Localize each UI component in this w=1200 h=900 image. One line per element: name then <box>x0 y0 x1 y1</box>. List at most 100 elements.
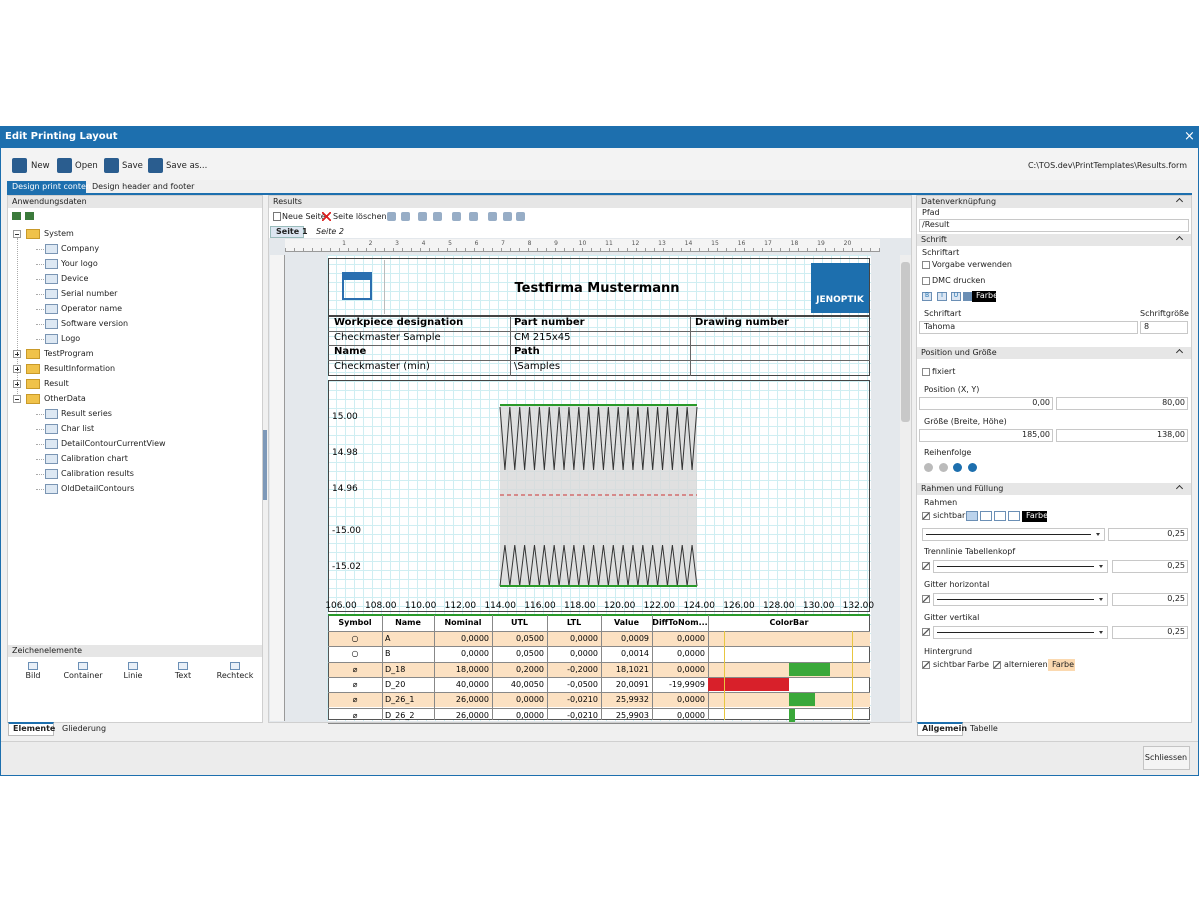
scrollbar-thumb[interactable] <box>901 262 910 422</box>
style-button[interactable] <box>937 292 947 301</box>
element-icon[interactable] <box>178 662 188 670</box>
input[interactable] <box>1112 593 1188 606</box>
element-icon[interactable] <box>128 662 138 670</box>
tree-node[interactable]: ResultInformation <box>44 364 116 373</box>
tree-node[interactable]: OtherData <box>44 394 86 403</box>
toolbar-button[interactable]: Neue Seite <box>282 212 326 221</box>
toolbar-icon[interactable] <box>503 212 512 221</box>
checkbox[interactable] <box>922 261 930 269</box>
checkbox[interactable] <box>922 277 930 285</box>
toolbar-icon[interactable] <box>418 212 427 221</box>
tab[interactable]: Design print content <box>12 182 95 191</box>
input[interactable] <box>1056 397 1188 410</box>
order-button[interactable] <box>939 463 948 472</box>
border-style[interactable] <box>1008 511 1020 521</box>
tree-node[interactable]: Logo <box>61 334 81 343</box>
input[interactable] <box>1112 626 1188 639</box>
tree-node[interactable]: Your logo <box>61 259 98 268</box>
toolbar-button[interactable]: New <box>31 161 50 171</box>
style-button[interactable] <box>922 292 932 301</box>
color-button[interactable] <box>1048 659 1075 671</box>
tree-node[interactable]: Software version <box>61 319 129 328</box>
button-label[interactable]: Schliessen <box>1144 753 1188 762</box>
tree-node[interactable]: TestProgram <box>44 349 94 358</box>
tab-selected[interactable] <box>917 722 963 736</box>
dropdown[interactable] <box>919 321 1138 334</box>
element-icon[interactable] <box>230 662 240 670</box>
tree-node[interactable]: Calibration chart <box>61 454 128 463</box>
tree-node[interactable]: Serial number <box>61 289 118 298</box>
section-header[interactable] <box>917 196 1191 208</box>
tree-node[interactable]: System <box>44 229 74 238</box>
page-tab-selected[interactable] <box>270 226 304 238</box>
toolbar-icon[interactable] <box>148 158 163 173</box>
input[interactable] <box>919 397 1053 410</box>
order-button[interactable] <box>924 463 933 472</box>
tree-node[interactable]: Result <box>44 379 69 388</box>
color-button[interactable] <box>972 291 996 302</box>
section-header[interactable] <box>917 483 1191 495</box>
toolbar-icon[interactable] <box>516 212 525 221</box>
input[interactable] <box>1112 560 1188 573</box>
toolbar-icon[interactable] <box>57 158 72 173</box>
toolbar-button[interactable]: Seite löschen <box>333 212 387 221</box>
element-item[interactable]: Bild <box>25 671 41 680</box>
element-item[interactable]: Text <box>174 671 192 680</box>
style-button[interactable] <box>951 292 961 301</box>
checkbox[interactable] <box>922 595 930 603</box>
input[interactable] <box>1056 429 1188 442</box>
tree-node[interactable]: Device <box>61 274 89 283</box>
scrollbar[interactable] <box>900 255 911 721</box>
tab[interactable]: Allgemein <box>922 724 968 733</box>
toolbar-button[interactable]: Save <box>122 161 143 171</box>
page-tab[interactable]: Seite 2 <box>316 227 344 236</box>
toolbar-icon[interactable] <box>469 212 478 221</box>
page-tab[interactable]: Seite 1 <box>276 227 308 236</box>
checkbox[interactable] <box>922 562 930 570</box>
border-style[interactable] <box>980 511 992 521</box>
element-item[interactable]: Container <box>63 671 103 680</box>
tab[interactable]: Design header and footer <box>92 182 195 191</box>
toolbar-icon[interactable] <box>433 212 442 221</box>
checkbox[interactable] <box>922 628 930 636</box>
tab-selected[interactable] <box>8 722 54 736</box>
element-item[interactable]: Linie <box>123 671 143 680</box>
element-item[interactable]: Rechteck <box>216 671 254 680</box>
close-button[interactable] <box>1143 746 1190 770</box>
color-button[interactable] <box>1022 511 1047 522</box>
toolbar-icon[interactable] <box>104 158 119 173</box>
order-button[interactable] <box>953 463 962 472</box>
tree-tool[interactable] <box>12 212 21 220</box>
tree-node[interactable]: Char list <box>61 424 95 433</box>
toolbar-icon[interactable] <box>273 212 281 221</box>
input[interactable] <box>919 429 1053 442</box>
tab[interactable]: Elemente <box>13 724 56 733</box>
tree-node[interactable]: Result series <box>61 409 112 418</box>
toolbar-button[interactable]: Open <box>75 161 98 171</box>
toolbar-icon[interactable] <box>488 212 497 221</box>
element-icon[interactable] <box>28 662 38 670</box>
tree-node[interactable]: Operator name <box>61 304 123 313</box>
tab-selected[interactable] <box>7 181 86 193</box>
border-style[interactable] <box>994 511 1006 521</box>
dropdown[interactable] <box>1140 321 1188 334</box>
toolbar-icon[interactable] <box>401 212 410 221</box>
tree-tool[interactable] <box>25 212 34 220</box>
order-button[interactable] <box>968 463 977 472</box>
checkbox[interactable] <box>922 512 930 520</box>
toolbar-icon[interactable] <box>452 212 461 221</box>
section-header[interactable] <box>917 234 1191 246</box>
toolbar-icon[interactable] <box>387 212 396 221</box>
tab[interactable]: Gliederung <box>62 724 107 733</box>
tree-node[interactable]: OldDetailContours <box>61 484 135 493</box>
toolbar-icon[interactable] <box>322 212 331 221</box>
checkbox[interactable] <box>993 661 1001 669</box>
checkbox[interactable] <box>922 661 930 669</box>
border-style[interactable] <box>966 511 978 521</box>
tree-node[interactable]: Company <box>61 244 100 253</box>
tree-node[interactable]: Calibration results <box>61 469 134 478</box>
tree-node[interactable]: DetailContourCurrentView <box>61 439 166 448</box>
tab[interactable]: Tabelle <box>970 724 998 733</box>
section-header[interactable] <box>917 347 1191 359</box>
input[interactable] <box>919 219 1189 232</box>
